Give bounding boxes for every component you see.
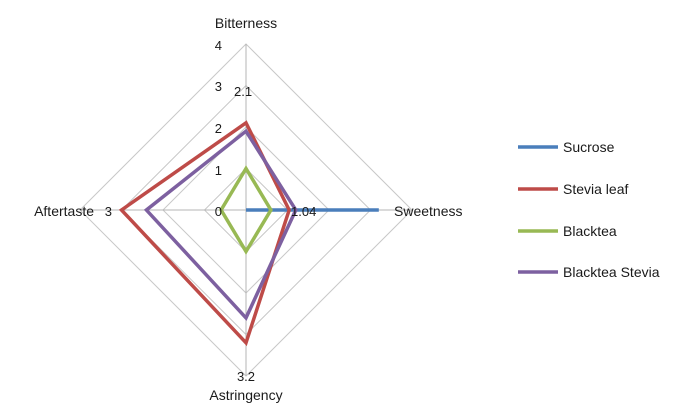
category-label-sweetness: Sweetness <box>394 203 462 219</box>
data-label-bitterness: 2.1 <box>234 84 252 99</box>
category-label-bitterness: Bitterness <box>215 15 277 31</box>
legend: Sucrose Stevia leaf Blacktea Blacktea St… <box>518 139 660 280</box>
tick-label-1: 1 <box>215 163 222 178</box>
tick-label-2: 2 <box>215 121 222 136</box>
tick-label-0: 0 <box>215 204 222 219</box>
legend-label-sucrose: Sucrose <box>563 139 615 155</box>
series-lines <box>118 120 379 347</box>
category-label-astringency: Astringency <box>209 387 282 403</box>
data-label-sweetness: 1.04 <box>291 204 316 219</box>
series-line-blacktea <box>219 165 273 255</box>
legend-label-blacktea-stevia: Blacktea Stevia <box>563 264 660 280</box>
legend-label-stevia-leaf: Stevia leaf <box>563 181 628 197</box>
series-line-blacktea-stevia <box>143 128 298 322</box>
tick-label-3: 3 <box>215 79 222 94</box>
data-label-aftertaste: 3 <box>105 204 112 219</box>
category-label-aftertaste: Aftertaste <box>34 203 94 219</box>
series-line-stevia-leaf <box>118 120 292 347</box>
data-label-astringency: 3.2 <box>237 369 255 384</box>
legend-label-blacktea: Blacktea <box>563 223 617 239</box>
tick-label-4: 4 <box>215 38 222 53</box>
